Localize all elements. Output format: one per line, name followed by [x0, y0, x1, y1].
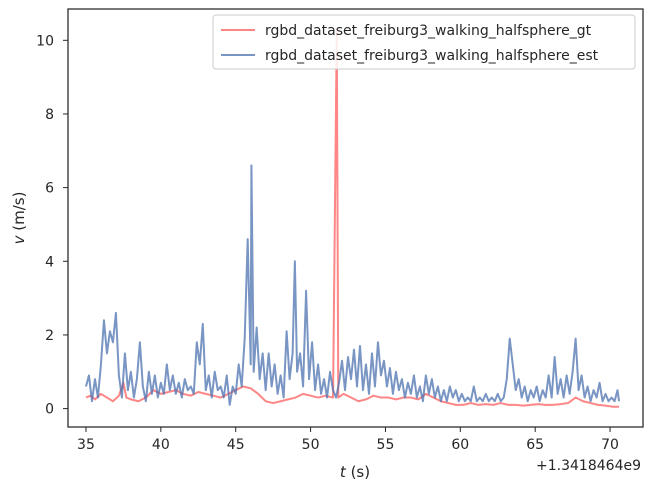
y-axis-label: v (m/s)	[10, 192, 28, 245]
x-axis-label: t (s)	[340, 463, 370, 481]
legend-label-est: rgbd_dataset_freiburg3_walking_halfspher…	[265, 48, 599, 64]
x-axis-ticks: 35 40 45 50 55 60 65 70	[77, 427, 619, 453]
x-axis-unit: (s)	[346, 463, 370, 481]
y-tick-label: 6	[45, 181, 54, 197]
y-tick-label: 8	[45, 107, 54, 123]
series-line-est	[85, 164, 621, 406]
y-axis-ticks: 0 2 4 6 8 10	[36, 33, 68, 418]
x-tick-label: 35	[77, 437, 95, 453]
y-axis-variable: v	[10, 234, 28, 244]
x-tick-label: 55	[377, 437, 395, 453]
x-tick-label: 45	[227, 437, 245, 453]
x-tick-label: 65	[526, 437, 544, 453]
series-layer	[85, 28, 621, 408]
x-tick-label: 70	[601, 437, 619, 453]
plot-area	[67, 8, 644, 428]
y-tick-label: 0	[45, 402, 54, 418]
legend-label-gt: rgbd_dataset_freiburg3_walking_halfspher…	[265, 23, 592, 39]
x-tick-label: 60	[451, 437, 469, 453]
x-tick-label: 40	[152, 437, 170, 453]
x-tick-label: 50	[302, 437, 320, 453]
y-axis-unit: (m/s)	[10, 192, 28, 236]
y-tick-label: 10	[36, 33, 54, 49]
legend-box	[212, 14, 636, 70]
x-offset-label: +1.3418464e9	[536, 458, 641, 474]
y-tick-label: 2	[45, 328, 54, 344]
legend: rgbd_dataset_freiburg3_walking_halfspher…	[212, 14, 636, 70]
x-axis-variable: t	[340, 463, 347, 481]
plot-frame	[67, 8, 644, 428]
y-tick-label: 4	[45, 254, 54, 270]
